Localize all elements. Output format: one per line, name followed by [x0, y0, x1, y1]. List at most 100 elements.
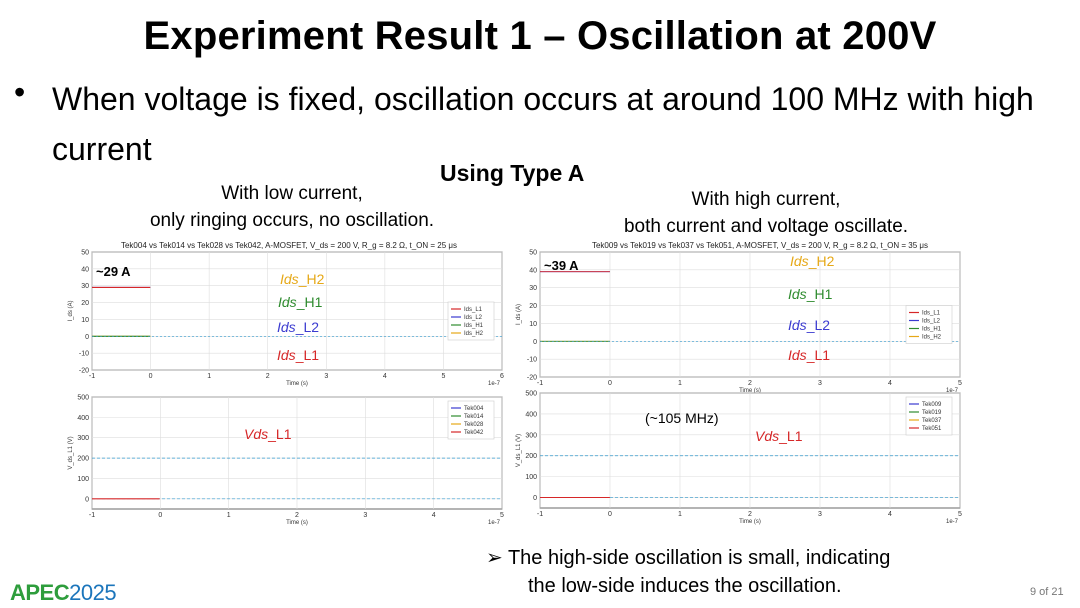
- right-current-annot-h1: Ids_H1: [788, 286, 833, 302]
- right-current-annot-l1: Ids_L1: [788, 347, 830, 363]
- left-voltage-xtick-label: 1: [227, 512, 231, 519]
- left-voltage-ytick-label: 100: [77, 476, 89, 483]
- left-voltage-legend-label: Tek028: [464, 422, 484, 428]
- left-current-legend-label: Ids_H2: [464, 331, 484, 337]
- left-current-x-exponent: 1e-7: [488, 381, 501, 387]
- left-current-annot-l2: Ids_L2: [277, 319, 319, 335]
- right-caption-line2: both current and voltage oscillate.: [623, 216, 909, 237]
- left-voltage-xlabel: Time (s): [286, 520, 308, 526]
- right-current-annot-h2: Ids_H2: [790, 253, 835, 269]
- right-current-annot-l2: Ids_L2: [788, 317, 830, 333]
- right-current-ytick-label: 40: [529, 267, 537, 274]
- left-current-ytick-label: 10: [81, 317, 89, 324]
- right-current-x-exponent: 1e-7: [946, 388, 959, 394]
- left-current-xtick-label: -1: [89, 373, 95, 380]
- right-voltage-ytick-label: 0: [533, 495, 537, 502]
- right-voltage-xtick-label: 2: [748, 511, 752, 518]
- left-current-ytick-label: -20: [79, 368, 89, 375]
- left-current-xtick-label: 4: [383, 373, 387, 380]
- right-current-xtick-label: 2: [748, 380, 752, 387]
- left-current-ytick-label: -10: [79, 351, 89, 358]
- right-current-ytick-label: 10: [529, 321, 537, 328]
- sub-bullet-line1: ➢ The high-side oscillation is small, in…: [486, 547, 891, 569]
- right-current-legend-label: Ids_H1: [922, 327, 942, 333]
- left-current-xtick-label: 2: [266, 373, 270, 380]
- left-caption: With low current, only ringing occurs, n…: [92, 180, 492, 234]
- right-current-legend-label: Ids_L1: [922, 311, 941, 317]
- right-current-xlabel: Time (s): [739, 388, 761, 394]
- using-type-label: Using Type A: [440, 160, 585, 186]
- right-voltage-legend: [905, 396, 953, 436]
- left-current-xtick-label: 0: [149, 373, 153, 380]
- left-current-xtick-label: 3: [324, 373, 328, 380]
- right-voltage-xtick-label: 5: [958, 511, 962, 518]
- left-voltage-ytick-label: 200: [77, 456, 89, 463]
- right-voltage-xlabel: Time (s): [739, 519, 761, 525]
- right-voltage-legend-label: Tek019: [922, 410, 942, 416]
- right-voltage-ytick-label: 500: [525, 391, 537, 398]
- left-voltage-legend-label: Tek004: [464, 406, 484, 412]
- right-voltage-ytick-label: 100: [525, 474, 537, 481]
- left-current-xtick-label: 1: [207, 373, 211, 380]
- right-voltage-xtick-label: 4: [888, 511, 892, 518]
- left-current-legend: [447, 301, 495, 341]
- right-voltage-annot-freq: (~105 MHz): [645, 410, 719, 426]
- left-current-ylabel: I_ds (A): [68, 300, 74, 321]
- right-voltage-legend-label: Tek051: [922, 426, 942, 432]
- arrow-bullet-icon: ➢: [486, 547, 508, 569]
- right-caption-line1: With high current,: [691, 189, 841, 210]
- right-current-ytick-label: 0: [533, 339, 537, 346]
- logo-text-apec: APEC: [10, 580, 70, 605]
- left-current-ytick-label: 20: [81, 300, 89, 307]
- right-voltage-x-exponent: 1e-7: [946, 519, 959, 525]
- right-voltage-ytick-label: 300: [525, 432, 537, 439]
- left-current-xtick-label: 6: [500, 373, 504, 380]
- right-current-xtick-label: -1: [537, 380, 543, 387]
- right-current-xtick-label: 5: [958, 380, 962, 387]
- right-voltage-legend-label: Tek037: [922, 418, 942, 424]
- left-voltage-xtick-label: 2: [295, 512, 299, 519]
- left-current-ytick-label: 40: [81, 266, 89, 273]
- left-voltage-xtick-label: 0: [158, 512, 162, 519]
- right-current-legend: [905, 305, 953, 344]
- page-number: 9 of 21: [1030, 586, 1064, 598]
- left-voltage-xtick-label: 5: [500, 512, 504, 519]
- left-current-ytick-label: 30: [81, 283, 89, 290]
- right-current-xtick-label: 1: [678, 380, 682, 387]
- left-current-xlabel: Time (s): [286, 381, 308, 387]
- left-voltage-xtick-label: -1: [89, 512, 95, 519]
- left-voltage-ytick-label: 500: [77, 395, 89, 402]
- right-current-ytick-label: 20: [529, 303, 537, 310]
- left-current-legend-label: Ids_L2: [464, 315, 483, 321]
- left-voltage-chart: -1 0 1 2 3 4 5 0 100 200 300 400 500 Time (s) 1e-7 V_ds…: [68, 395, 504, 527]
- right-voltage-xtick-label: 0: [608, 511, 612, 518]
- right-voltage-chart: -1 0 1 2 3 4 5 0 100 200 300 400 500 Time (s) 1e-7 V_ds…: [516, 391, 962, 526]
- left-voltage-ylabel: V_ds_L1 (V): [68, 436, 74, 469]
- sub-bullet: ➢ The high-side oscillation is small, in…: [486, 544, 890, 600]
- right-current-ytick-label: -10: [527, 357, 537, 364]
- right-voltage-ytick-label: 200: [525, 453, 537, 460]
- left-current-annot-h1: Ids_H1: [278, 294, 323, 310]
- left-current-annot-h2: Ids_H2: [280, 271, 325, 287]
- right-voltage-xtick-label: 3: [818, 511, 822, 518]
- left-current-xtick-label: 5: [441, 373, 445, 380]
- right-voltage-xtick-label: -1: [537, 511, 543, 518]
- right-current-xtick-label: 4: [888, 380, 892, 387]
- right-current-ytick-label: -20: [527, 375, 537, 382]
- right-current-legend-label: Ids_H2: [922, 335, 942, 341]
- main-bullet: When voltage is fixed, oscillation occur…: [52, 81, 1034, 167]
- right-voltage-legend-label: Tek009: [922, 402, 942, 408]
- right-voltage-xtick-label: 1: [678, 511, 682, 518]
- left-voltage-x-exponent: 1e-7: [488, 520, 501, 526]
- right-current-ytick-label: 30: [529, 285, 537, 292]
- slide-title: Experiment Result 1 – Oscillation at 200…: [143, 14, 937, 58]
- right-current-ytick-label: 50: [529, 250, 537, 257]
- left-plot-title: Tek004 vs Tek014 vs Tek028 vs Tek042, A-…: [120, 241, 458, 250]
- left-voltage-xtick-label: 3: [363, 512, 367, 519]
- logo-text-year: 2025: [69, 580, 117, 605]
- left-voltage-xtick-label: 4: [432, 512, 436, 519]
- left-voltage-annot-vds: Vds_L1: [244, 426, 292, 442]
